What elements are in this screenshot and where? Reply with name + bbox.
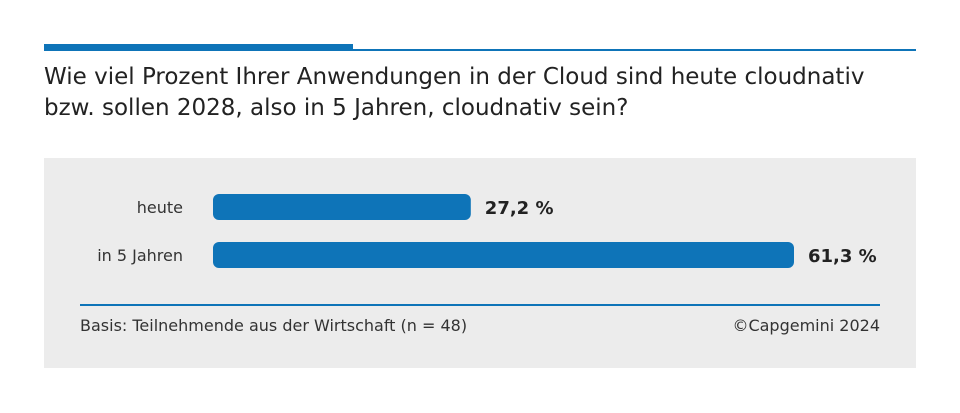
copyright-note: ©Capgemini 2024 [732, 316, 880, 335]
source-note: Basis: Teilnehmende aus der Wirtschaft (… [80, 316, 468, 335]
chart-title: Wie viel Prozent Ihrer Anwendungen in de… [44, 64, 865, 121]
bar-chart: heute 27,2 % in 5 Jahren 61,3 % [97, 194, 877, 268]
chart-panel: heute 27,2 % in 5 Jahren 61,3 % Basis: Teil… [44, 158, 916, 368]
data-label: 27,2 % [485, 198, 554, 219]
category-label: in 5 Jahren [97, 246, 183, 265]
data-label: 61,3 % [808, 246, 877, 267]
header-accent-bar [44, 44, 353, 51]
footer-rule [80, 304, 880, 306]
bar [213, 242, 794, 268]
header-rule [353, 49, 916, 51]
bar [213, 194, 471, 220]
category-label: heute [137, 198, 183, 217]
